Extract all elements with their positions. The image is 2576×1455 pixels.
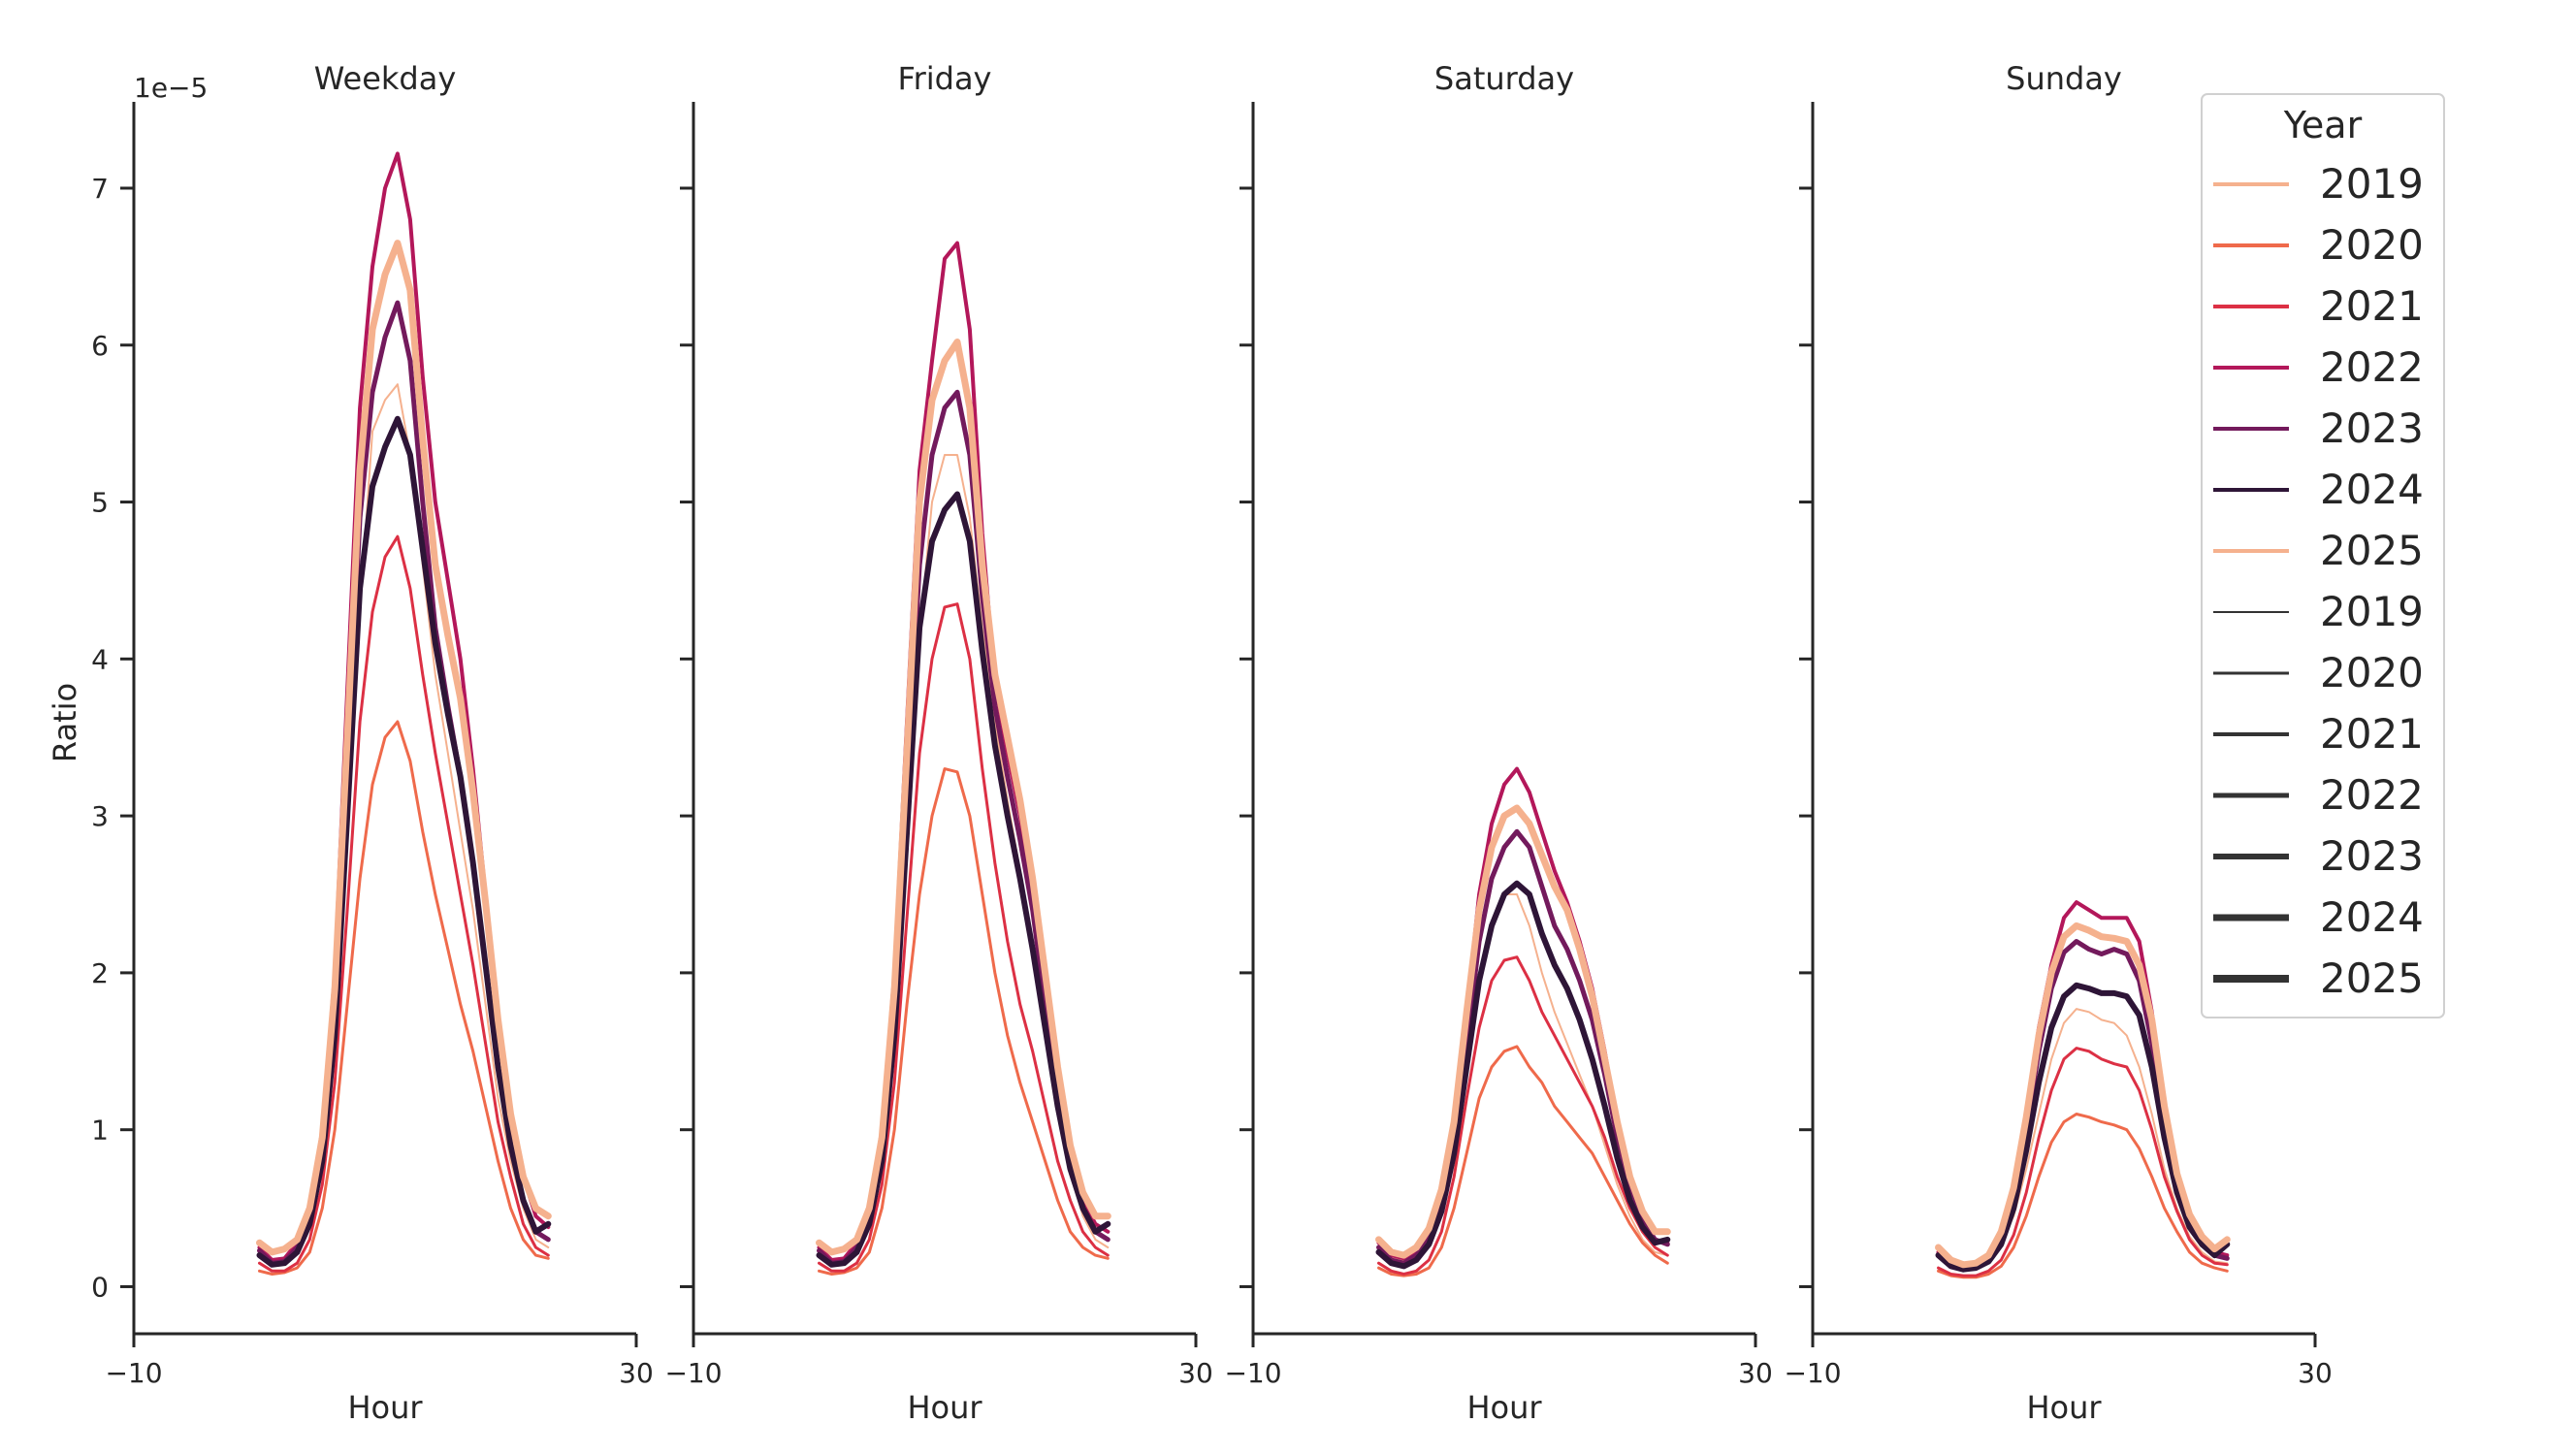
legend-label: 2021 — [2320, 282, 2424, 330]
legend-label: 2025 — [2320, 954, 2424, 1002]
panel-title: Saturday — [1434, 60, 1574, 97]
legend-label: 2025 — [2320, 527, 2424, 574]
series-line-2020 — [1377, 1045, 1669, 1277]
legend-label: 2022 — [2320, 771, 2424, 819]
y-tick-label: 5 — [91, 487, 109, 519]
x-tick-label: −10 — [1784, 1357, 1841, 1389]
legend: Year 2019 2020 2021 2022 2023 2024 2025 2019 2020… — [2201, 93, 2445, 1018]
legend-label: 2024 — [2320, 466, 2424, 513]
chart-panel-friday: Friday −10 30 Hour — [664, 60, 1212, 1426]
x-tick-label: 30 — [1178, 1357, 1213, 1389]
x-axis-title: Hour — [2026, 1389, 2102, 1426]
series-line-2021 — [818, 602, 1110, 1273]
series-line-2024 — [256, 415, 552, 1268]
y-tick-label: 6 — [91, 330, 109, 362]
x-tick-label: 30 — [2298, 1357, 2333, 1389]
series-line-2025 — [1935, 922, 2231, 1269]
x-axis-title: Hour — [907, 1389, 982, 1426]
x-tick-label: 30 — [1738, 1357, 1773, 1389]
y-axis-scale-label: 1e−5 — [134, 72, 208, 104]
legend-label: 2021 — [2320, 710, 2424, 758]
panel-title: Sunday — [2006, 60, 2122, 97]
legend-label: 2020 — [2320, 221, 2424, 269]
y-tick-label: 1 — [91, 1115, 109, 1147]
x-tick-label: −10 — [105, 1357, 162, 1389]
series-line-2024 — [816, 491, 1111, 1268]
y-tick-label: 2 — [91, 957, 109, 989]
series-line-2021 — [258, 534, 550, 1273]
y-tick-label: 0 — [91, 1271, 109, 1303]
y-tick-label: 4 — [91, 643, 109, 675]
panel-title: Friday — [898, 60, 992, 97]
series-line-2024 — [1935, 982, 2231, 1273]
series-line-2025 — [816, 339, 1111, 1256]
legend-title: Year — [2283, 104, 2363, 146]
series-line-2024 — [1375, 880, 1671, 1270]
legend-label: 2024 — [2320, 893, 2424, 941]
x-tick-label: −10 — [664, 1357, 722, 1389]
x-axis-title: Hour — [1466, 1389, 1542, 1426]
y-tick-label: 3 — [91, 800, 109, 832]
series-line-2021 — [1377, 955, 1669, 1276]
legend-label: 2020 — [2320, 649, 2424, 696]
series-line-2019 — [1377, 893, 1669, 1261]
x-axis-title: Hour — [347, 1389, 423, 1426]
series-line-2020 — [258, 720, 550, 1276]
legend-box — [2201, 93, 2445, 1018]
legend-label: 2019 — [2320, 160, 2424, 208]
x-tick-label: −10 — [1224, 1357, 1281, 1389]
chart-panel-sunday: Sunday −10 30 Hour — [1784, 60, 2332, 1426]
chart-panel-saturday: Saturday −10 30 Hour — [1224, 60, 1772, 1426]
series-line-2023 — [1376, 828, 1670, 1266]
legend-label: 2023 — [2320, 832, 2424, 880]
legend-label: 2023 — [2320, 404, 2424, 452]
series-line-2025 — [1375, 804, 1671, 1259]
y-axis-title: Ratio — [47, 683, 83, 762]
chart-panel-weekday: Weekday 0 1 2 3 4 5 6 7 −10 30 Hour — [91, 60, 654, 1426]
series-line-2019 — [258, 383, 550, 1261]
legend-label: 2022 — [2320, 343, 2424, 391]
panel-title: Weekday — [314, 60, 457, 97]
series-line-2020 — [818, 767, 1110, 1276]
x-tick-label: 30 — [619, 1357, 654, 1389]
series-line-2021 — [1937, 1047, 2229, 1277]
y-tick-label: 7 — [91, 173, 109, 205]
series-line-2020 — [1937, 1113, 2229, 1279]
legend-label: 2019 — [2320, 588, 2424, 635]
series-line-2025 — [256, 240, 552, 1256]
